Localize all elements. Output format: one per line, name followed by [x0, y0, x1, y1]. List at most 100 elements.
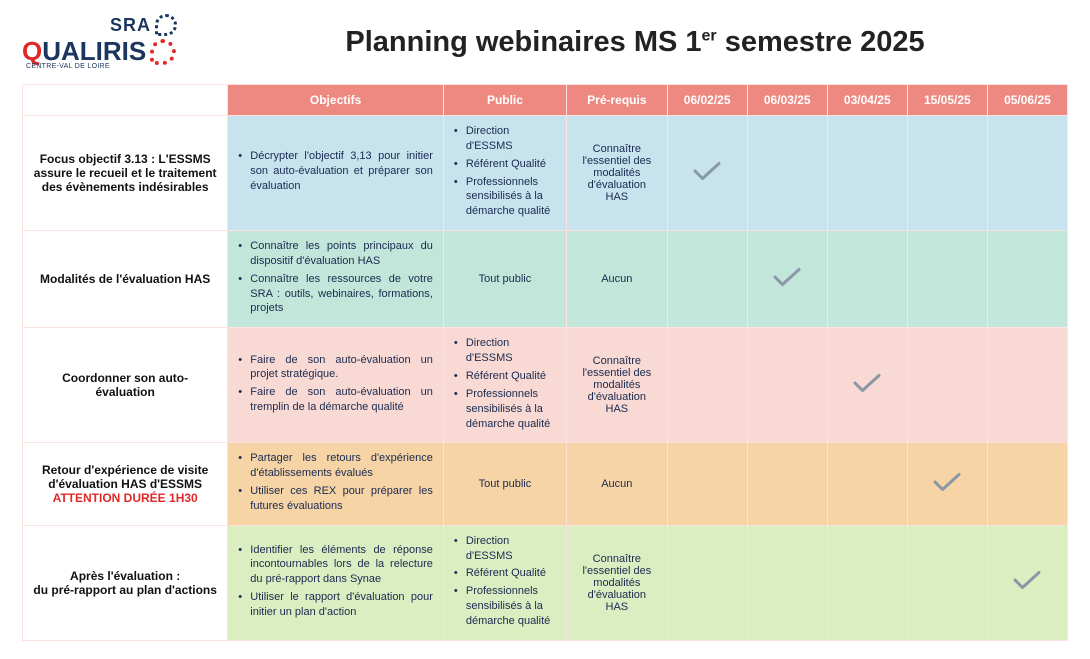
page-title: Planning webinaires MS 1er semestre 2025	[202, 26, 1068, 59]
cell-theme: Coordonner son auto-évaluation	[23, 328, 228, 443]
col-date-2: 03/04/25	[827, 85, 907, 116]
cell-date	[827, 443, 907, 525]
objectif-item: Utiliser le rapport d'évaluation pour in…	[238, 590, 433, 620]
theme-text: Focus objectif 3.13 : L'ESSMS assure le …	[34, 152, 217, 194]
objectif-item: Faire de son auto-évaluation un tremplin…	[238, 385, 433, 415]
public-item: Professionnels sensibilisés à la démarch…	[454, 175, 556, 220]
objectif-item: Faire de son auto-évaluation un projet s…	[238, 353, 433, 383]
cell-objectifs: Identifier les éléments de réponse incon…	[228, 525, 444, 640]
title-suffix: semestre 2025	[717, 26, 925, 58]
cell-prerequis: Connaître l'essentiel des modalités d'év…	[567, 525, 668, 640]
public-item: Direction d'ESSMS	[454, 534, 556, 564]
col-date-1: 06/03/25	[747, 85, 827, 116]
cell-date	[747, 231, 827, 328]
cell-theme: Modalités de l'évaluation HAS	[23, 231, 228, 328]
table-body: Focus objectif 3.13 : L'ESSMS assure le …	[23, 116, 1068, 641]
cell-theme: Après l'évaluation :du pré-rapport au pl…	[23, 525, 228, 640]
objectif-item: Identifier les éléments de réponse incon…	[238, 543, 433, 588]
cell-date	[747, 443, 827, 525]
col-date-0: 06/02/25	[667, 85, 747, 116]
cell-objectifs: Connaître les points principaux du dispo…	[228, 231, 444, 328]
cell-date	[667, 525, 747, 640]
table-row: Retour d'expérience de visite d'évaluati…	[23, 443, 1068, 525]
cell-date	[907, 116, 987, 231]
cell-date	[747, 116, 827, 231]
cell-date	[987, 443, 1067, 525]
title-prefix: Planning webinaires MS 1	[345, 26, 701, 58]
cell-date	[987, 116, 1067, 231]
cell-date	[827, 231, 907, 328]
check-icon	[1012, 579, 1042, 596]
cell-prerequis: Connaître l'essentiel des modalités d'év…	[567, 116, 668, 231]
check-icon	[692, 170, 722, 187]
cell-date	[667, 116, 747, 231]
public-item: Référent Qualité	[454, 369, 556, 384]
cell-prerequis: Aucun	[567, 231, 668, 328]
public-text: Tout public	[479, 478, 532, 490]
cell-public: Direction d'ESSMS Référent Qualité Profess…	[443, 116, 566, 231]
title-sup: er	[702, 27, 717, 44]
table-row: Modalités de l'évaluation HAS Connaître l…	[23, 231, 1068, 328]
col-date-3: 15/05/25	[907, 85, 987, 116]
public-item: Référent Qualité	[454, 566, 556, 581]
cell-date	[987, 525, 1067, 640]
table-row: Après l'évaluation :du pré-rapport au pl…	[23, 525, 1068, 640]
cell-date	[827, 328, 907, 443]
theme-text: Après l'évaluation :du pré-rapport au pl…	[33, 569, 217, 597]
check-icon	[932, 481, 962, 498]
page: SRA QUALIRIS CENTRE-VAL DE LOIRE Plannin…	[0, 0, 1090, 659]
public-item: Direction d'ESSMS	[454, 336, 556, 366]
objectif-item: Décrypter l'objectif 3,13 pour initier s…	[238, 149, 433, 194]
cell-date	[747, 328, 827, 443]
planning-table: Thèmes Objectifs Public Pré-requis 06/02…	[22, 84, 1068, 641]
objectif-item: Connaître les ressources de votre SRA : …	[238, 272, 433, 317]
public-item: Direction d'ESSMS	[454, 124, 556, 154]
objectif-item: Partager les retours d'expérience d'étab…	[238, 451, 433, 481]
logo-line1: SRA	[110, 14, 177, 36]
cell-objectifs: Faire de son auto-évaluation un projet s…	[228, 328, 444, 443]
public-text: Tout public	[479, 273, 532, 285]
cell-date	[987, 328, 1067, 443]
objectif-item: Utiliser ces REX pour préparer les futur…	[238, 484, 433, 514]
cell-date	[907, 443, 987, 525]
header: SRA QUALIRIS CENTRE-VAL DE LOIRE Plannin…	[22, 14, 1068, 70]
col-public: Public	[443, 85, 566, 116]
cell-date	[907, 525, 987, 640]
cell-theme: Retour d'expérience de visite d'évaluati…	[23, 443, 228, 525]
check-icon	[772, 276, 802, 293]
cell-date	[667, 328, 747, 443]
theme-alert: ATTENTION DURÉE 1H30	[33, 491, 217, 505]
logo-subtitle: CENTRE-VAL DE LOIRE	[26, 63, 110, 70]
cell-public: Direction d'ESSMS Référent Qualité Profess…	[443, 328, 566, 443]
cell-public: Direction d'ESSMS Référent Qualité Profess…	[443, 525, 566, 640]
cell-date	[907, 328, 987, 443]
theme-text: Modalités de l'évaluation HAS	[40, 272, 210, 286]
cell-prerequis: Aucun	[567, 443, 668, 525]
logo-dotted2-icon	[150, 39, 176, 65]
cell-date	[667, 443, 747, 525]
public-item: Professionnels sensibilisés à la démarch…	[454, 387, 556, 432]
theme-text: Coordonner son auto-évaluation	[62, 371, 188, 399]
cell-public: Tout public	[443, 443, 566, 525]
cell-date	[907, 231, 987, 328]
table-row: Coordonner son auto-évaluation Faire de s…	[23, 328, 1068, 443]
check-icon	[852, 382, 882, 399]
objectif-item: Connaître les points principaux du dispo…	[238, 239, 433, 269]
logo-text-sra: SRA	[110, 15, 151, 36]
cell-date	[667, 231, 747, 328]
cell-date	[747, 525, 827, 640]
theme-text: Retour d'expérience de visite d'évaluati…	[42, 463, 208, 491]
public-item: Professionnels sensibilisés à la démarch…	[454, 584, 556, 629]
logo-dotted-icon	[155, 14, 177, 36]
col-themes: Thèmes	[23, 85, 228, 116]
cell-date	[827, 525, 907, 640]
cell-date	[987, 231, 1067, 328]
cell-objectifs: Décrypter l'objectif 3,13 pour initier s…	[228, 116, 444, 231]
cell-theme: Focus objectif 3.13 : L'ESSMS assure le …	[23, 116, 228, 231]
logo: SRA QUALIRIS CENTRE-VAL DE LOIRE	[22, 14, 202, 70]
cell-prerequis: Connaître l'essentiel des modalités d'év…	[567, 328, 668, 443]
public-item: Référent Qualité	[454, 157, 556, 172]
col-date-4: 05/06/25	[987, 85, 1067, 116]
col-prerequis: Pré-requis	[567, 85, 668, 116]
table-head: Thèmes Objectifs Public Pré-requis 06/02…	[23, 85, 1068, 116]
